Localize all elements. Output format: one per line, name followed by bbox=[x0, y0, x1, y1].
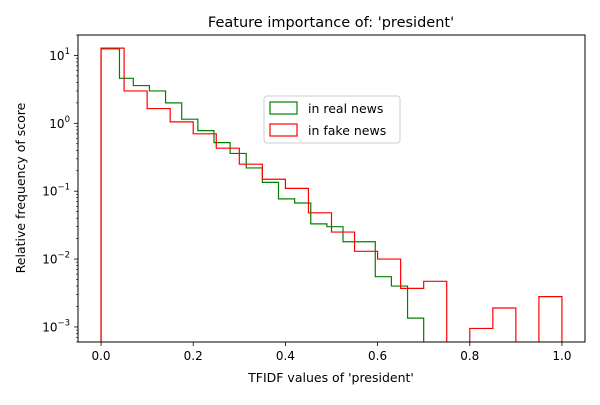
legend-box bbox=[263, 95, 401, 144]
x-axis-label: TFIDF values of 'president' bbox=[247, 370, 414, 385]
legend-swatch-real bbox=[269, 101, 298, 115]
y-tick-label: 10−1 bbox=[42, 183, 70, 199]
series-layer bbox=[100, 47, 563, 342]
y-axis: 10−3 10−2 10−1 100 101 bbox=[42, 34, 78, 343]
x-tick-label: 0.0 bbox=[91, 349, 110, 363]
y-axis-label: Relative frequency of score bbox=[13, 102, 28, 273]
legend: in real news in fake news bbox=[263, 95, 401, 144]
histogram-series-fake-news bbox=[100, 47, 563, 342]
y-tick-label: 100 bbox=[49, 115, 70, 131]
plot-frame bbox=[77, 34, 586, 343]
x-tick-label: 0.8 bbox=[460, 349, 479, 363]
legend-swatch-fake bbox=[269, 123, 298, 137]
legend-label-fake: in fake news bbox=[308, 123, 386, 138]
x-tick-label: 0.2 bbox=[184, 349, 203, 363]
x-tick-label: 0.6 bbox=[368, 349, 387, 363]
x-axis: 0.0 0.2 0.4 0.6 0.8 1.0 bbox=[91, 342, 572, 363]
x-tick-label: 0.4 bbox=[276, 349, 295, 363]
y-tick-label: 10−2 bbox=[42, 251, 70, 267]
legend-label-real: in real news bbox=[308, 101, 383, 116]
y-tick-label: 10−3 bbox=[42, 318, 70, 334]
y-tick-label: 101 bbox=[49, 47, 70, 63]
x-tick-label: 1.0 bbox=[552, 349, 571, 363]
chart-title: Feature importance of: 'president' bbox=[208, 15, 454, 31]
